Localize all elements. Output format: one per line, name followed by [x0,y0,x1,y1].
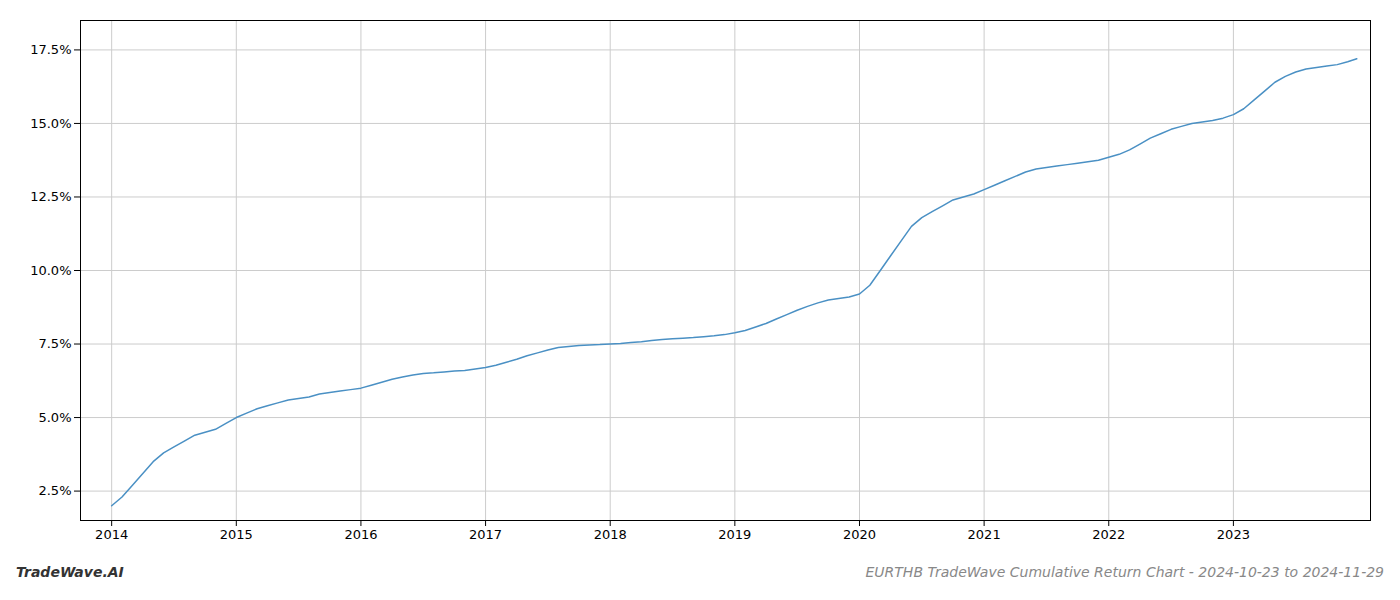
svg-text:17.5%: 17.5% [30,42,71,57]
svg-text:5.0%: 5.0% [38,410,71,425]
svg-text:2019: 2019 [718,527,751,542]
svg-text:2017: 2017 [469,527,502,542]
svg-text:12.5%: 12.5% [30,189,71,204]
svg-text:2023: 2023 [1217,527,1250,542]
svg-text:7.5%: 7.5% [38,336,71,351]
svg-text:2016: 2016 [344,527,377,542]
html-text:TradeWave.AI: TradeWave.AI [16,564,124,580]
svg-text:2.5%: 2.5% [38,483,71,498]
svg-text:2020: 2020 [843,527,876,542]
svg-text:15.0%: 15.0% [30,116,71,131]
svg-text:2022: 2022 [1092,527,1125,542]
html-text:EURTHB TradeWave Cumulative Re: EURTHB TradeWave Cumulative Return Chart… [865,564,1384,580]
svg-text:2021: 2021 [968,527,1001,542]
svg-text:2015: 2015 [220,527,253,542]
svg-text:2018: 2018 [594,527,627,542]
svg-text:2014: 2014 [95,527,128,542]
svg-text:10.0%: 10.0% [30,263,71,278]
